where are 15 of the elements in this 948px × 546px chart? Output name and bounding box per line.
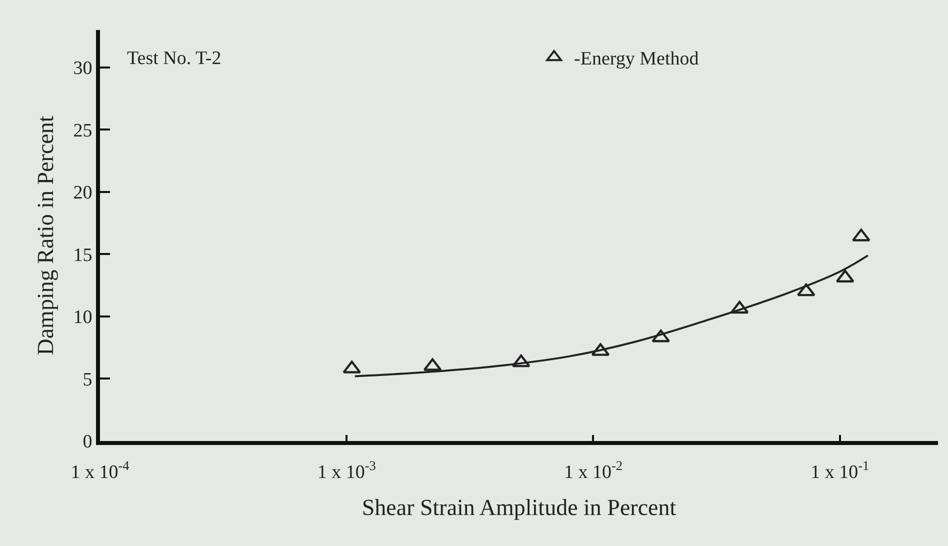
y-tick-label: 30 [73, 58, 92, 80]
y-axis-title: Damping Ratio in Percent [33, 115, 58, 356]
y-tick-label: 0 [82, 432, 92, 453]
x-tick-label: 1 x 10$^{-2}$ [564, 458, 623, 483]
legend-label: -Energy Method [574, 48, 700, 70]
y-tick-label: 25 [73, 120, 92, 142]
x-tick-label: 1 x 10$^{-3}$ [317, 458, 376, 483]
x-tick-label: 1 x 10$^{-4}$ [70, 458, 130, 483]
y-tick-label: 15 [73, 244, 92, 266]
y-tick-label: 10 [73, 307, 92, 328]
annotation: Test No. T-2 [127, 48, 222, 69]
x-axis-title: Shear Strain Amplitude in Percent [362, 494, 677, 520]
x-tick-label: 1 x 10$^{-1}$ [810, 458, 870, 483]
y-tick-label: 20 [73, 182, 92, 204]
y-tick-label: 5 [82, 369, 92, 390]
